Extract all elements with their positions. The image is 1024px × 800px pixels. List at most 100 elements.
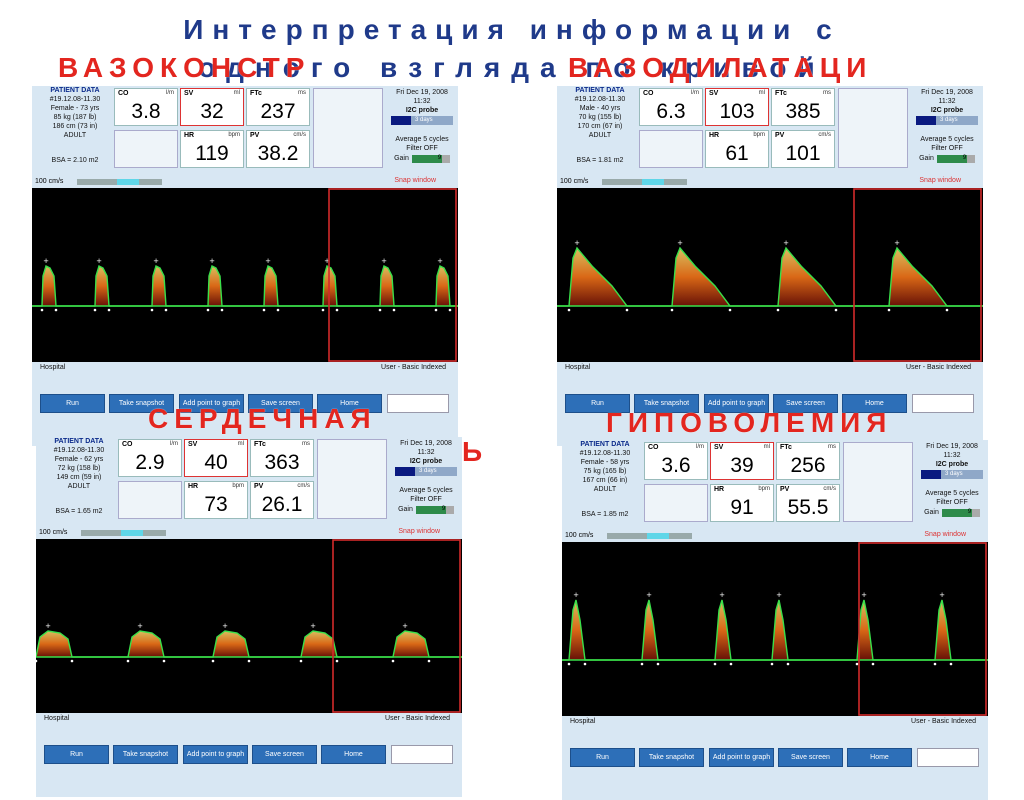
- metric-co[interactable]: CO l/m 2.9: [118, 439, 182, 477]
- metric-value: 256: [790, 454, 826, 477]
- svg-text:+: +: [153, 257, 159, 265]
- metric-pv[interactable]: PV cm/s 26.1: [250, 481, 314, 519]
- metric-name: HR: [188, 483, 199, 490]
- home-button[interactable]: Home: [321, 745, 386, 764]
- monitor-panel: PATIENT DATA #19.12.08-11.30 Male - 40 yrs…: [557, 86, 983, 446]
- empty-metric-slot: [317, 439, 387, 519]
- gain-row: Gain 9: [391, 505, 461, 514]
- metric-co[interactable]: CO l/m 6.3: [639, 88, 703, 126]
- patient-data: PATIENT DATA #19.12.08-11.30 Female - 62 y…: [36, 437, 122, 527]
- take-snapshot-button[interactable]: Take snapshot: [634, 394, 699, 413]
- metric-unit: bpm: [232, 483, 244, 489]
- scale-slider-knob[interactable]: [117, 179, 139, 185]
- metric-name: HR: [184, 132, 195, 139]
- panel-label-vasoconstriction: ВАЗОКОНСТР: [58, 52, 311, 83]
- metric-ftc[interactable]: FTc ms 256: [776, 442, 840, 480]
- svg-text:+: +: [783, 239, 789, 247]
- average-label: Average 5 cycles: [395, 136, 449, 143]
- metric-name: CO: [648, 444, 659, 451]
- add-point-to-graph-button[interactable]: Add point to graph: [183, 745, 248, 764]
- metric-hr[interactable]: HR bpm 91: [710, 484, 774, 522]
- date-label: Fri Dec 19, 2008: [926, 443, 978, 450]
- scale-slider-knob[interactable]: [647, 533, 669, 539]
- metric-sv[interactable]: SV ml 39: [710, 442, 774, 480]
- scale-slider[interactable]: [607, 533, 692, 539]
- probe-life-fill: [916, 116, 936, 125]
- save-screen-button[interactable]: Save screen: [773, 394, 838, 413]
- run-button[interactable]: Run: [570, 748, 635, 767]
- svg-text:+: +: [310, 622, 316, 630]
- run-button[interactable]: Run: [565, 394, 630, 413]
- patient-id: #19.12.08-11.30: [579, 450, 631, 457]
- metric-unit: ms: [828, 444, 836, 450]
- panel-label-heart-failure-tail: Ь: [462, 436, 489, 467]
- gain-label: Gain: [924, 509, 939, 516]
- gain-bar[interactable]: 9: [415, 505, 454, 514]
- gain-bar[interactable]: 9: [936, 154, 975, 163]
- gain-label: Gain: [919, 155, 934, 162]
- metric-ftc[interactable]: FTc ms 237: [246, 88, 310, 126]
- blank-button[interactable]: [917, 748, 979, 767]
- panel-label-vasodilation: ВАЗОДИЛАТАЦИ: [568, 52, 873, 83]
- save-screen-button[interactable]: Save screen: [248, 394, 313, 413]
- metric-name: SV: [184, 90, 194, 97]
- date-label: Fri Dec 19, 2008: [396, 89, 448, 96]
- metric-co[interactable]: CO l/m 3.8: [114, 88, 178, 126]
- add-point-to-graph-button[interactable]: Add point to graph: [704, 394, 769, 413]
- metric-name: FTc: [775, 90, 787, 97]
- metric-pv[interactable]: PV cm/s 101: [771, 130, 835, 168]
- metric-hr[interactable]: HR bpm 119: [180, 130, 244, 168]
- scale-slider[interactable]: [81, 530, 166, 536]
- take-snapshot-button[interactable]: Take snapshot: [113, 745, 178, 764]
- scale-slider[interactable]: [77, 179, 162, 185]
- metric-ftc[interactable]: FTc ms 385: [771, 88, 835, 126]
- probe-life-fill: [395, 467, 415, 476]
- metric-name: FTc: [780, 444, 792, 451]
- home-button[interactable]: Home: [317, 394, 382, 413]
- blank-button[interactable]: [387, 394, 449, 413]
- scale-slider[interactable]: [602, 179, 687, 185]
- save-screen-button[interactable]: Save screen: [778, 748, 843, 767]
- metric-hr[interactable]: HR bpm 73: [184, 481, 248, 519]
- probe-days: 3 days: [415, 117, 433, 123]
- metric-sv[interactable]: SV ml 40: [184, 439, 248, 477]
- metric-pv[interactable]: PV cm/s 55.5: [776, 484, 840, 522]
- save-screen-button[interactable]: Save screen: [252, 745, 317, 764]
- gain-bar[interactable]: 9: [411, 154, 450, 163]
- metric-unit: ms: [302, 441, 310, 447]
- filter-label: Filter OFF: [936, 499, 968, 506]
- gain-bar[interactable]: 9: [941, 508, 980, 517]
- probe-label: I2C probe: [935, 461, 969, 468]
- take-snapshot-button[interactable]: Take snapshot: [639, 748, 704, 767]
- patient-weight: 85 kg (187 lb): [53, 114, 97, 121]
- metric-co[interactable]: CO l/m 3.6: [644, 442, 708, 480]
- add-point-to-graph-button[interactable]: Add point to graph: [709, 748, 774, 767]
- metric-value: 40: [204, 451, 228, 474]
- blank-button[interactable]: [391, 745, 453, 764]
- svg-text:+: +: [939, 591, 945, 599]
- run-button[interactable]: Run: [44, 745, 109, 764]
- metric-value: 103: [719, 100, 755, 123]
- metric-pv[interactable]: PV cm/s 38.2: [246, 130, 310, 168]
- take-snapshot-button[interactable]: Take snapshot: [109, 394, 174, 413]
- metric-hr[interactable]: HR bpm 61: [705, 130, 769, 168]
- metric-name: PV: [250, 132, 260, 139]
- patient-group: ADULT: [63, 132, 87, 139]
- patient-title: PATIENT DATA: [575, 87, 625, 94]
- average-label: Average 5 cycles: [920, 136, 974, 143]
- patient-height: 170 cm (67 in): [577, 123, 623, 130]
- empty-metric-slot: [114, 130, 178, 168]
- scale-slider-knob[interactable]: [642, 179, 664, 185]
- scale-slider-knob[interactable]: [121, 530, 143, 536]
- metric-sv[interactable]: SV ml 103: [705, 88, 769, 126]
- svg-text:+: +: [894, 239, 900, 247]
- probe-life-bar: 3 days: [391, 116, 453, 125]
- date-label: Fri Dec 19, 2008: [921, 89, 973, 96]
- metric-sv[interactable]: SV ml 32: [180, 88, 244, 126]
- home-button[interactable]: Home: [842, 394, 907, 413]
- home-button[interactable]: Home: [847, 748, 912, 767]
- run-button[interactable]: Run: [40, 394, 105, 413]
- metric-ftc[interactable]: FTc ms 363: [250, 439, 314, 477]
- blank-button[interactable]: [912, 394, 974, 413]
- add-point-to-graph-button[interactable]: Add point to graph: [179, 394, 244, 413]
